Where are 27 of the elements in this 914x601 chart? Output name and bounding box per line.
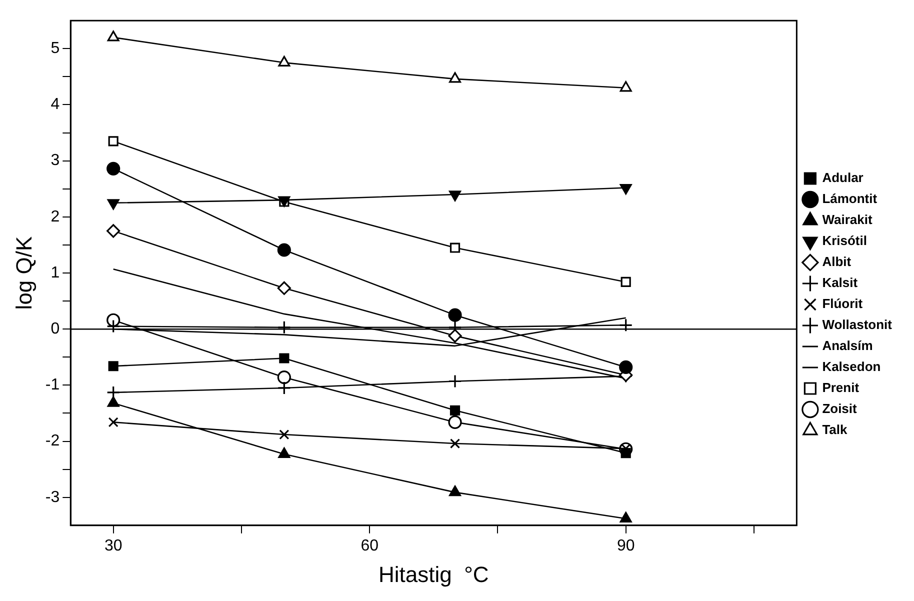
legend-label: Kalsit [822,275,858,290]
y-tick-label: 3 [50,152,60,170]
x-tick-label: 90 [616,537,635,554]
legend-label: Albit [822,254,852,270]
y-tick-label: 0 [50,320,60,338]
y-tick-label: -1 [45,376,60,394]
legend-label: Wairakit [822,212,873,228]
y-tick-label: -2 [45,432,60,450]
legend-label: Adular [822,170,864,186]
legend-label: Wollastonit [822,317,893,332]
legend-label: Zoisit [822,401,858,416]
x-axis-title: Hitastig °C [378,562,489,587]
y-tick-label: -3 [45,488,60,506]
legend-label: Prenit [822,380,860,396]
legend-label: Kalsedon [822,359,881,374]
x-tick-label: 60 [360,537,379,554]
legend-label: Flúorit [822,296,864,312]
y-tick-label: 5 [50,40,60,58]
y-tick-label: 1 [50,264,60,282]
legend-label: Talk [822,422,848,438]
y-axis-title: log Q/K [11,236,36,310]
legend-label: Analsím [822,338,873,354]
x-tick-label: 30 [104,537,122,554]
y-tick-label: 2 [50,208,60,226]
legend-label: Krisótil [822,233,867,248]
legend-label: Lámontit [822,191,878,206]
y-tick-label: 4 [50,96,60,114]
